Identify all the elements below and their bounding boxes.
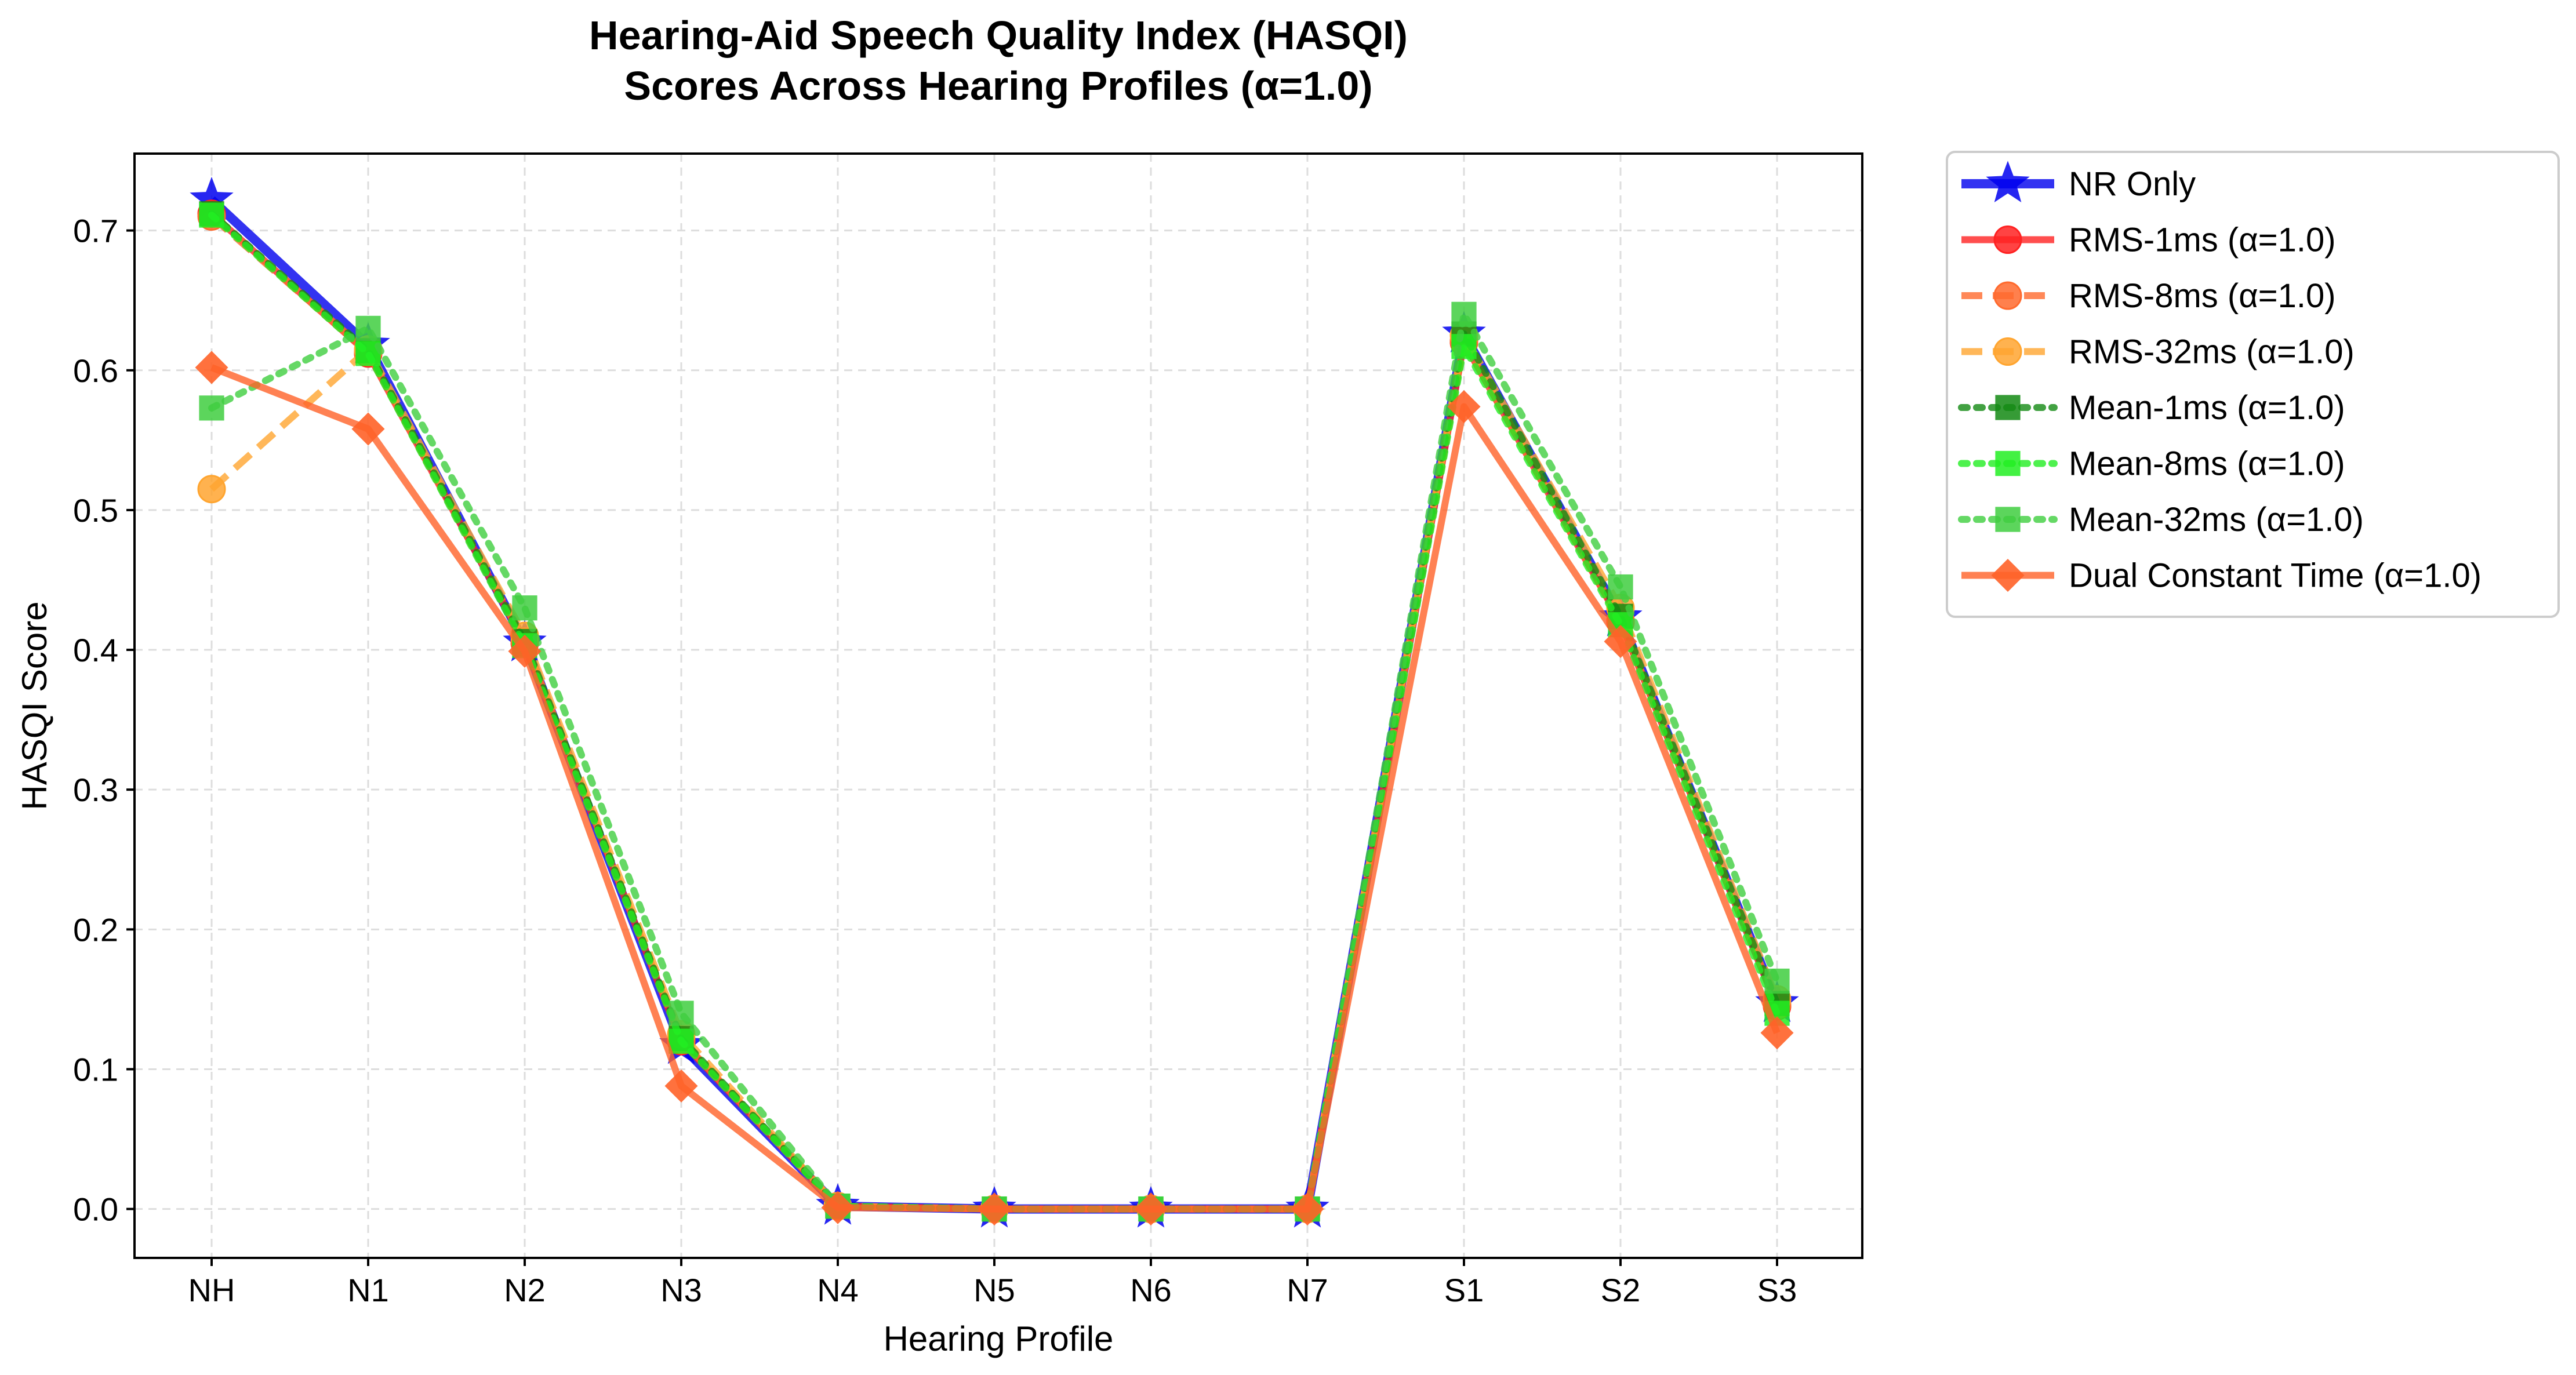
legend-marker (1991, 558, 2025, 592)
data-point (1764, 968, 1790, 994)
data-point (190, 177, 234, 219)
legend-marker (1993, 337, 2022, 366)
legend: NR Only RMS-1ms (α=1.0) RMS-8ms (α=1.0) RMS… (1946, 151, 2560, 618)
y-tick-label: 0.1 (73, 1051, 118, 1087)
grid (135, 154, 1862, 1258)
data-point (1760, 1016, 1794, 1050)
y-tick-label: 0.3 (73, 772, 118, 808)
legend-item: Dual Constant Time (α=1.0) (1961, 557, 2481, 595)
data-point (668, 1001, 694, 1026)
legend-label: Mean-1ms (α=1.0) (2069, 389, 2345, 427)
x-tick-label: S2 (1601, 1272, 1641, 1308)
y-tick-label: 0.5 (73, 492, 118, 529)
data-point (1451, 301, 1477, 327)
legend-item: NR Only (1961, 161, 2196, 203)
data-point (197, 475, 226, 504)
x-tick-label: N1 (347, 1272, 389, 1308)
legend-item: Mean-32ms (α=1.0) (1958, 501, 2364, 539)
y-tick-label: 0.7 (73, 213, 118, 249)
plot-area (190, 177, 1799, 1228)
data-point (1134, 1192, 1168, 1226)
data-point (199, 202, 224, 228)
x-tick-label: S1 (1444, 1272, 1484, 1308)
data-point (664, 1069, 698, 1103)
x-tick-label: N6 (1130, 1272, 1172, 1308)
x-tick-label: N5 (973, 1272, 1015, 1308)
legend-marker (1986, 161, 2030, 202)
legend-item: Mean-1ms (α=1.0) (1958, 389, 2345, 427)
chart-title-line: Scores Across Hearing Profiles (α=1.0) (624, 63, 1372, 108)
data-point (1608, 574, 1633, 600)
series-7 (195, 351, 1794, 1226)
data-point (195, 351, 228, 384)
x-tick-label: N4 (817, 1272, 859, 1308)
data-point (668, 1028, 694, 1054)
legend-label: RMS-32ms (α=1.0) (2069, 333, 2355, 371)
legend-item: RMS-8ms (α=1.0) (1961, 277, 2336, 315)
x-tick-label: NH (188, 1272, 235, 1308)
legend-label: NR Only (2069, 165, 2196, 203)
chart-title-line: Hearing-Aid Speech Quality Index (HASQI) (589, 13, 1408, 58)
y-axis-label: HASQI Score (15, 601, 54, 810)
legend-marker (1995, 395, 2021, 420)
x-tick-label: N3 (660, 1272, 702, 1308)
x-tick-label: N7 (1287, 1272, 1328, 1308)
data-point (821, 1191, 855, 1224)
legend-label: Dual Constant Time (α=1.0) (2069, 557, 2481, 595)
legend-label: RMS-8ms (α=1.0) (2069, 277, 2336, 315)
x-tick-label: N2 (504, 1272, 546, 1308)
legend-item: Mean-8ms (α=1.0) (1958, 445, 2345, 483)
x-tick-label: S3 (1757, 1272, 1797, 1308)
plot-frame (133, 152, 1863, 1259)
legend-marker (1995, 450, 2021, 476)
y-tick-label: 0.6 (73, 352, 118, 389)
data-point (351, 412, 385, 446)
legend-marker (1993, 281, 2022, 310)
y-tick-label: 0.4 (73, 632, 118, 668)
legend-label: RMS-1ms (α=1.0) (2069, 221, 2336, 259)
data-point (1604, 625, 1637, 659)
data-point (355, 315, 381, 341)
y-tick-label: 0.2 (73, 911, 118, 948)
x-axis-label: Hearing Profile (884, 1319, 1114, 1358)
data-point (512, 595, 537, 621)
data-point (508, 634, 542, 668)
legend-marker (1993, 225, 2022, 254)
data-point (978, 1192, 1011, 1226)
legend-item: RMS-1ms (α=1.0) (1961, 221, 2336, 259)
legend-marker (1995, 507, 2021, 532)
data-point (1291, 1192, 1324, 1226)
y-tick-label: 0.0 (73, 1191, 118, 1228)
legend-item: RMS-32ms (α=1.0) (1961, 333, 2355, 371)
data-point (1447, 390, 1481, 423)
legend-label: Mean-8ms (α=1.0) (2069, 445, 2345, 483)
legend-label: Mean-32ms (α=1.0) (2069, 501, 2364, 539)
legend-box (1946, 151, 2560, 618)
data-point (199, 395, 224, 421)
